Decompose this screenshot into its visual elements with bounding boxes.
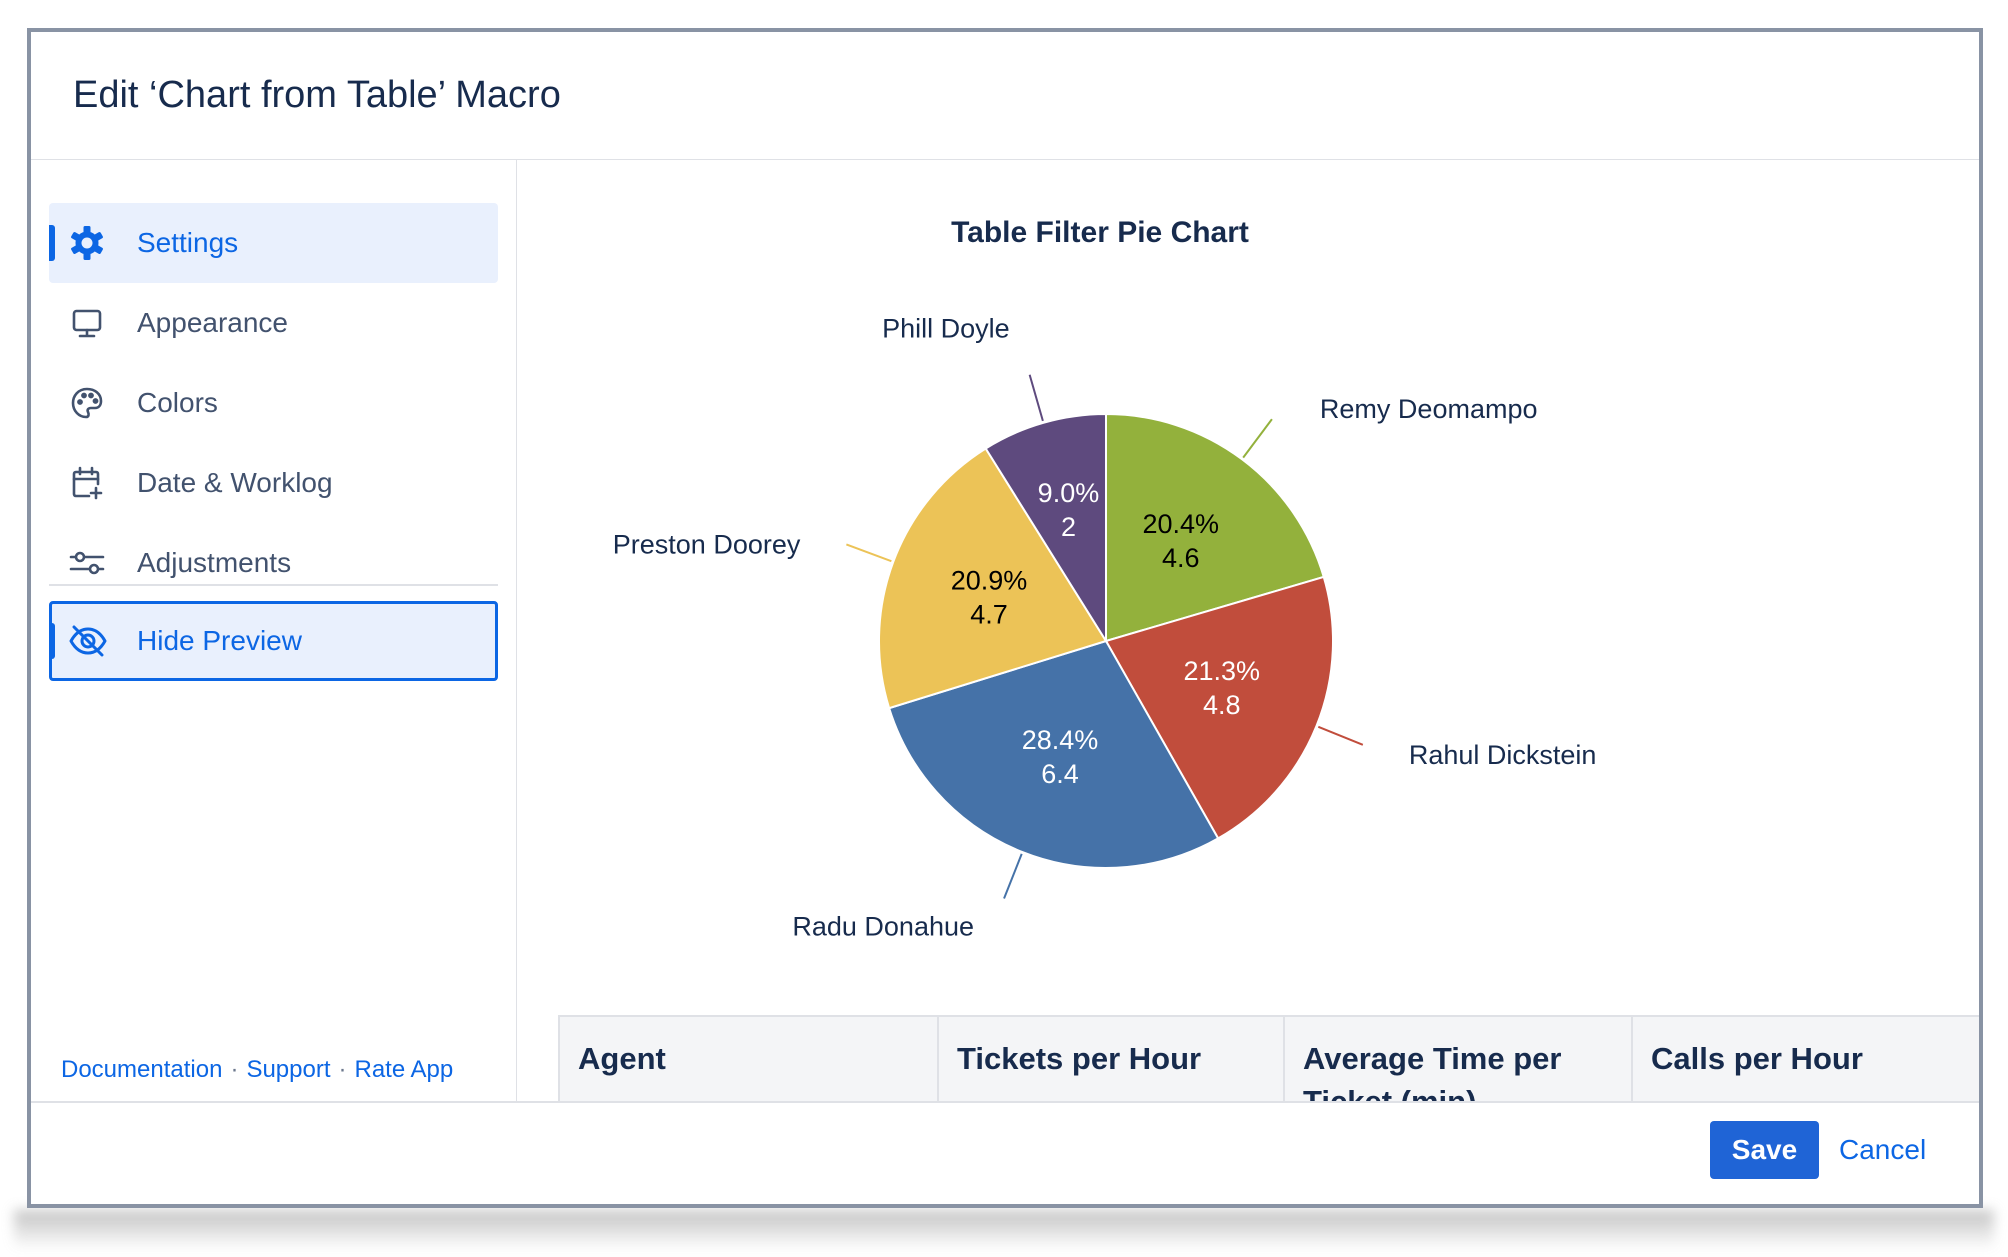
chart-preview-panel: Table Filter Pie Chart 20.4% 4.6 Remy Deom… bbox=[517, 160, 1979, 1101]
gear-icon bbox=[67, 223, 107, 263]
hide-preview-button[interactable]: Hide Preview bbox=[49, 601, 498, 681]
slice-percent-label: 28.4% bbox=[1022, 725, 1099, 755]
active-indicator bbox=[49, 623, 55, 659]
slice-percent-label: 20.9% bbox=[951, 565, 1028, 595]
leader-line bbox=[1317, 725, 1364, 746]
leader-line bbox=[1003, 853, 1023, 899]
leader-line bbox=[846, 543, 892, 563]
hide-preview-label: Hide Preview bbox=[137, 625, 302, 656]
table-header-row: Agent Tickets per Hour Average Time per … bbox=[558, 1015, 1979, 1101]
calendar-plus-icon bbox=[67, 463, 107, 503]
macro-editor-dialog: Edit ‘Chart from Table’ Macro bbox=[27, 28, 1983, 1208]
eye-off-icon bbox=[68, 621, 108, 661]
sidebar-item-appearance[interactable]: Appearance bbox=[49, 283, 498, 363]
slice-category-label: Remy Deomampo bbox=[1320, 394, 1538, 424]
settings-sidebar: Settings Appearance bbox=[31, 160, 517, 1101]
support-link[interactable]: Support bbox=[246, 1056, 331, 1083]
pie-slice-radu-donahue[interactable] bbox=[887, 639, 1220, 869]
slice-value-label: 4.7 bbox=[970, 599, 1008, 629]
save-button[interactable]: Save bbox=[1710, 1121, 1819, 1179]
column-header-tickets-per-hour[interactable]: Tickets per Hour bbox=[937, 1015, 1285, 1101]
pie-slice-rahul-dickstein[interactable] bbox=[1104, 575, 1334, 840]
sidebar-item-colors[interactable]: Colors bbox=[49, 363, 498, 443]
dialog-footer: Save Cancel bbox=[31, 1101, 1979, 1204]
link-separator: · bbox=[338, 1056, 347, 1083]
sidebar-item-label: Adjustments bbox=[137, 547, 292, 578]
documentation-link[interactable]: Documentation bbox=[61, 1056, 223, 1083]
slice-percent-label: 9.0% bbox=[1038, 478, 1100, 508]
data-table: Agent Tickets per Hour Average Time per … bbox=[558, 1015, 1979, 1101]
sidebar-item-label: Colors bbox=[137, 387, 218, 418]
slice-category-label: Rahul Dickstein bbox=[1409, 740, 1597, 770]
dialog-title: Edit ‘Chart from Table’ Macro bbox=[73, 74, 561, 116]
pie-chart: 20.4% 4.6 Remy Deomampo 21.3% 4.8 Rahul Dicks… bbox=[613, 314, 1597, 942]
leader-line bbox=[1242, 418, 1273, 459]
column-header-agent[interactable]: Agent bbox=[558, 1015, 939, 1101]
sidebar-item-settings[interactable]: Settings bbox=[49, 203, 498, 283]
slice-value-label: 6.4 bbox=[1041, 759, 1079, 789]
sidebar-divider bbox=[49, 584, 498, 586]
help-links: Documentation · Support · Rate App bbox=[61, 1056, 453, 1084]
rate-app-link[interactable]: Rate App bbox=[354, 1056, 454, 1083]
leader-line bbox=[1028, 374, 1044, 422]
active-indicator bbox=[49, 225, 55, 261]
slice-value-label: 4.6 bbox=[1162, 543, 1200, 573]
pie-slice-remy-deomampo[interactable] bbox=[1105, 412, 1326, 643]
cancel-button[interactable]: Cancel bbox=[1839, 1134, 1927, 1165]
pie-slice-phill-doyle[interactable] bbox=[984, 412, 1107, 645]
column-header-average-time[interactable]: Average Time per Ticket (min) bbox=[1283, 1015, 1633, 1101]
sidebar-item-label: Settings bbox=[137, 227, 239, 258]
slice-category-label: Radu Donahue bbox=[792, 912, 974, 942]
dialog-shadow bbox=[14, 1210, 1994, 1250]
slice-value-label: 4.8 bbox=[1203, 690, 1241, 720]
pie-slice-preston-doorey[interactable] bbox=[878, 447, 1108, 710]
monitor-icon bbox=[67, 303, 107, 343]
link-separator: · bbox=[230, 1056, 239, 1083]
palette-icon bbox=[67, 383, 107, 423]
slice-percent-label: 20.4% bbox=[1143, 509, 1220, 539]
chart-title: Table Filter Pie Chart bbox=[951, 216, 1249, 249]
dialog-header: Edit ‘Chart from Table’ Macro bbox=[31, 32, 1979, 160]
slice-category-label: Preston Doorey bbox=[613, 529, 801, 559]
sidebar-item-label: Date & Worklog bbox=[137, 467, 333, 498]
sidebar-item-date-worklog[interactable]: Date & Worklog bbox=[49, 443, 498, 523]
slice-percent-label: 21.3% bbox=[1183, 656, 1260, 686]
sidebar-item-adjustments[interactable]: Adjustments bbox=[49, 523, 498, 603]
slice-category-label: Phill Doyle bbox=[882, 314, 1010, 344]
column-header-calls-per-hour[interactable]: Calls per Hour bbox=[1631, 1015, 1979, 1101]
sidebar-item-label: Appearance bbox=[137, 307, 289, 338]
sliders-icon bbox=[67, 543, 107, 583]
slice-value-label: 2 bbox=[1061, 512, 1076, 542]
